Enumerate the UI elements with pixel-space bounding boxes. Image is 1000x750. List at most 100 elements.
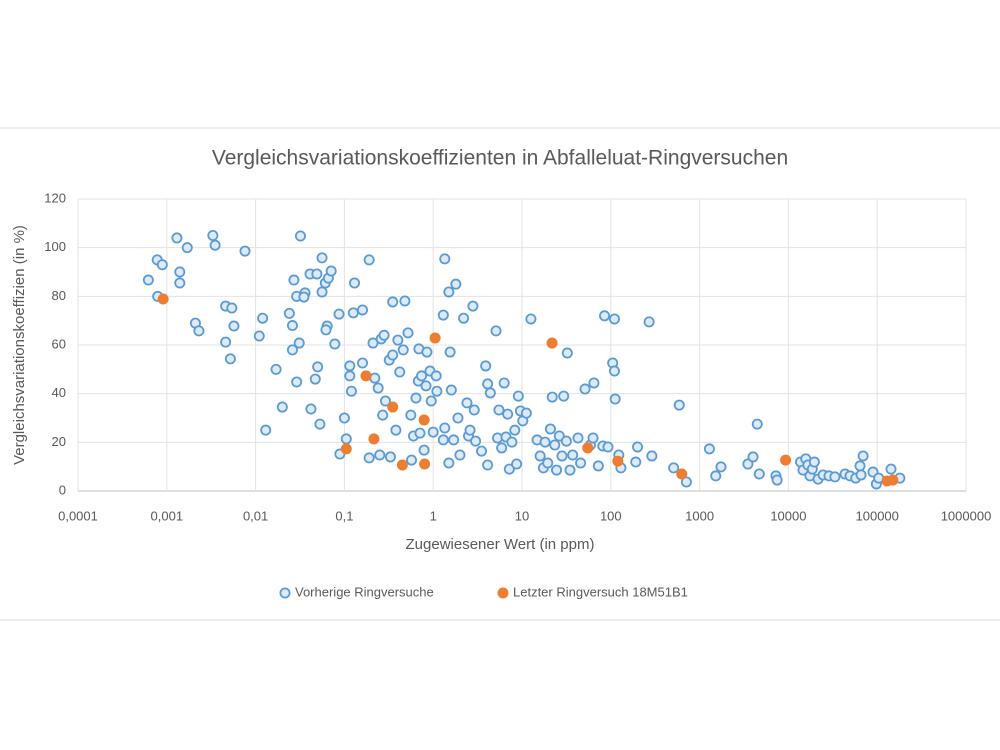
data-point bbox=[372, 382, 384, 394]
data-point bbox=[710, 470, 722, 482]
data-point bbox=[673, 399, 685, 411]
data-point bbox=[476, 445, 488, 457]
data-point bbox=[553, 430, 565, 442]
data-point bbox=[609, 393, 621, 405]
data-point bbox=[829, 471, 841, 483]
data-point bbox=[224, 353, 236, 365]
data-point bbox=[498, 377, 510, 389]
data-point bbox=[405, 409, 417, 421]
data-point bbox=[506, 436, 518, 448]
x-tick-label: 0,001 bbox=[151, 508, 184, 523]
data-point bbox=[503, 463, 515, 475]
data-point bbox=[579, 383, 591, 395]
data-point bbox=[357, 357, 369, 369]
data-point bbox=[209, 239, 221, 251]
data-point bbox=[344, 360, 356, 372]
x-tick-label: 100000 bbox=[856, 508, 899, 523]
data-point bbox=[387, 296, 399, 308]
data-point bbox=[316, 252, 328, 264]
data-point bbox=[193, 325, 205, 337]
data-point bbox=[430, 370, 442, 382]
data-point bbox=[226, 302, 238, 314]
data-point bbox=[461, 397, 473, 409]
data-point bbox=[558, 390, 570, 402]
data-point bbox=[444, 346, 456, 358]
data-point bbox=[276, 401, 288, 413]
data-point bbox=[703, 443, 715, 455]
data-point bbox=[418, 414, 430, 426]
data-point bbox=[511, 458, 523, 470]
data-point bbox=[549, 439, 561, 451]
data-point bbox=[612, 455, 624, 467]
legend-marker bbox=[279, 587, 291, 599]
data-point bbox=[384, 451, 396, 463]
data-point bbox=[416, 370, 428, 382]
data-point bbox=[747, 451, 759, 463]
x-tick-label: 1000 bbox=[685, 508, 714, 523]
data-point bbox=[567, 449, 579, 461]
data-point bbox=[418, 444, 430, 456]
y-tick-label: 20 bbox=[52, 434, 66, 449]
data-point bbox=[228, 320, 240, 332]
data-point bbox=[320, 324, 332, 336]
data-point bbox=[467, 300, 479, 312]
data-point bbox=[452, 412, 464, 424]
data-point bbox=[520, 407, 532, 419]
x-tick-label: 100 bbox=[600, 508, 622, 523]
data-point bbox=[305, 403, 317, 415]
x-tick-label: 10000 bbox=[770, 508, 806, 523]
data-point bbox=[288, 274, 300, 286]
data-point bbox=[534, 450, 546, 462]
data-point bbox=[329, 338, 341, 350]
data-point bbox=[392, 334, 404, 346]
data-point bbox=[556, 450, 568, 462]
data-point bbox=[344, 370, 356, 382]
data-point bbox=[399, 295, 411, 307]
data-point bbox=[368, 433, 380, 445]
data-point bbox=[286, 344, 298, 356]
data-point bbox=[220, 336, 232, 348]
data-point bbox=[608, 313, 620, 325]
data-point bbox=[588, 377, 600, 389]
data-point bbox=[445, 384, 457, 396]
data-point bbox=[643, 316, 655, 328]
data-point bbox=[484, 387, 496, 399]
data-point bbox=[885, 463, 897, 475]
data-point bbox=[542, 457, 554, 469]
data-point bbox=[394, 366, 406, 378]
data-point bbox=[379, 395, 391, 407]
data-point bbox=[564, 464, 576, 476]
data-point bbox=[402, 327, 414, 339]
data-point bbox=[599, 310, 611, 322]
y-tick-label: 120 bbox=[44, 190, 66, 205]
data-point bbox=[680, 476, 692, 488]
data-point bbox=[298, 291, 310, 303]
x-tick-label: 0,1 bbox=[335, 508, 353, 523]
data-point bbox=[420, 380, 432, 392]
data-point bbox=[646, 450, 658, 462]
data-point bbox=[311, 268, 323, 280]
data-point bbox=[450, 278, 462, 290]
x-tick-label: 0,0001 bbox=[58, 508, 98, 523]
data-point bbox=[808, 456, 820, 468]
data-point bbox=[561, 347, 573, 359]
data-point bbox=[377, 409, 389, 421]
data-point bbox=[397, 344, 409, 356]
data-point bbox=[257, 312, 269, 324]
data-point bbox=[493, 404, 505, 416]
x-tick-label: 10 bbox=[515, 508, 529, 523]
data-point bbox=[575, 457, 587, 469]
data-point bbox=[509, 424, 521, 436]
data-point bbox=[387, 349, 399, 361]
data-point bbox=[482, 378, 494, 390]
data-point bbox=[454, 449, 466, 461]
data-point bbox=[312, 361, 324, 373]
data-point bbox=[378, 329, 390, 341]
data-point bbox=[181, 242, 193, 254]
data-point bbox=[551, 464, 563, 476]
data-point bbox=[396, 459, 408, 471]
data-point bbox=[369, 372, 381, 384]
data-point bbox=[468, 404, 480, 416]
